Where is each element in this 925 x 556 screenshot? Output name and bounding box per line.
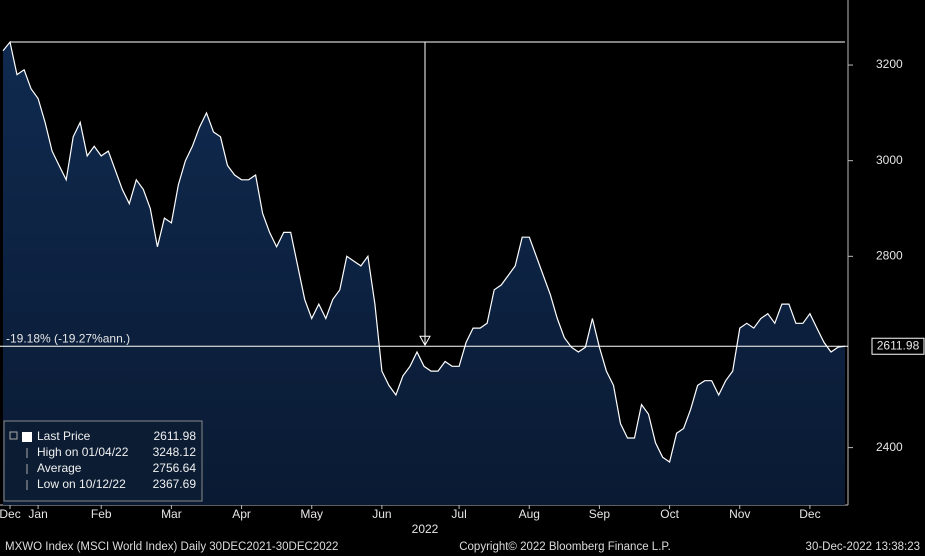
legend-label: High on 01/04/22 [37,445,129,459]
x-axis-label: 2022 [412,522,439,536]
x-tick-label: Sep [589,507,611,521]
y-tick-label: 3000 [876,153,903,167]
y-tick-label: 3200 [876,57,903,71]
area-fill [3,42,845,505]
legend-box [3,420,203,502]
footer-right: 30-Dec-2022 13:38:23 [806,541,920,553]
x-tick-label: Dec [799,507,820,521]
legend-label: Last Price [37,429,91,443]
footer-bar [0,537,925,556]
y-tick-label: 2800 [876,248,903,262]
legend-label: Low on 10/12/22 [37,477,126,491]
x-tick-label: Mar [161,507,182,521]
arrow-head [419,335,431,347]
legend: Last Price 2611.98 High on 01/04/22 3248.12… [3,420,203,502]
legend-value: 2611.98 [154,429,197,443]
x-tick-label: Apr [232,507,251,521]
legend-value: 2756.64 [153,461,197,475]
legend-value: 2367.69 [153,477,197,491]
x-tick-label: Oct [660,507,679,521]
x-tick-label: Jun [372,507,391,521]
x-tick-label: Aug [519,507,540,521]
x-tick-label: Feb [91,507,112,521]
y-tick-label: 2400 [876,440,903,454]
last-price-label: 2611.98 [877,338,920,352]
x-tick-label: Jan [28,507,47,521]
last-price-box [871,337,925,355]
legend-toggle [9,431,18,440]
x-tick-label: May [300,507,323,521]
annotation: -19.18% (-19.27%ann.) [6,331,130,345]
footer-left: MXWO Index (MSCI World Index) Daily 30DE… [5,541,338,553]
x-tick-label: Nov [729,507,750,521]
x-tick-label: Dec [0,507,21,521]
x-tick-label: Jul [451,507,466,521]
legend-value: 3248.12 [153,445,197,459]
legend-swatch [22,432,32,442]
legend-label: Average [37,461,82,475]
footer-center: Copyright© 2022 Bloomberg Finance L.P. [459,541,671,553]
price-line [2,40,846,463]
